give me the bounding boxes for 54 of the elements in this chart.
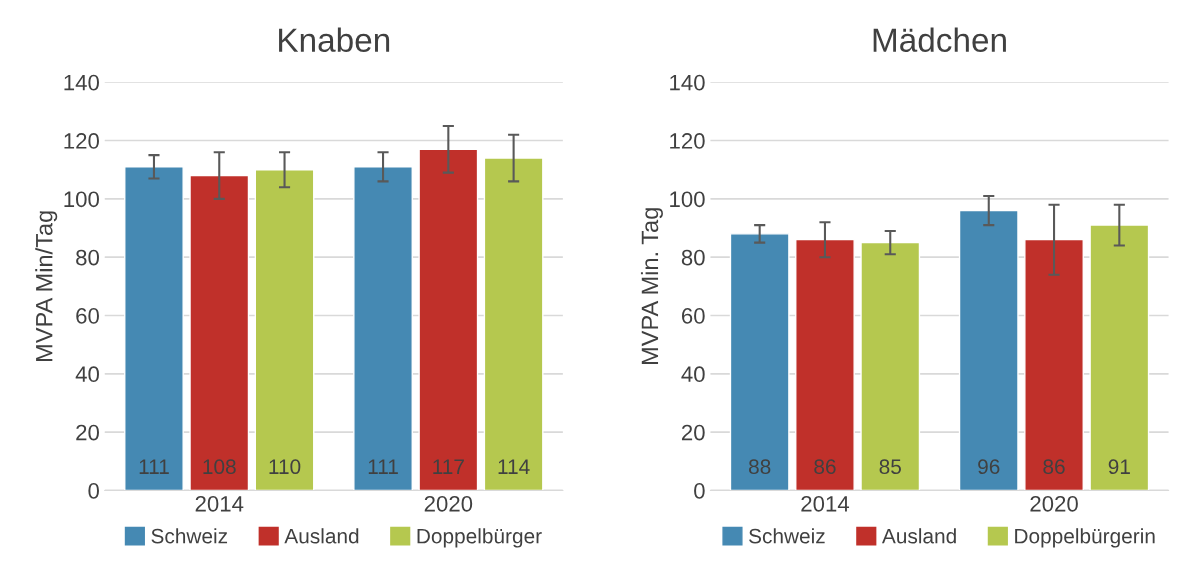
legend-label: Schweiz xyxy=(151,528,228,544)
bar xyxy=(860,241,921,491)
bar xyxy=(418,148,479,491)
y-tick-label: 0 xyxy=(88,482,99,499)
bar xyxy=(1024,238,1084,491)
y-tick-label: 80 xyxy=(681,249,705,266)
y-tick-label: 40 xyxy=(75,366,99,383)
y-tick-label: 120 xyxy=(670,133,705,149)
data-label: 114 xyxy=(498,459,530,474)
x-tick-label: 2014 xyxy=(801,495,850,512)
data-label: 91 xyxy=(1108,459,1130,475)
bar xyxy=(254,169,315,491)
bar xyxy=(1089,224,1150,491)
legend-label: Doppelbürger xyxy=(417,528,542,548)
y-axis-title: MVPA Min/Tag xyxy=(35,211,58,361)
y-tick-label: 100 xyxy=(670,191,705,208)
data-label: 88 xyxy=(749,459,771,475)
bar xyxy=(124,166,184,491)
y-tick-label: 40 xyxy=(681,366,705,383)
data-label: 86 xyxy=(814,459,836,475)
chart-title: Knaben xyxy=(279,27,390,52)
data-label: 110 xyxy=(269,459,301,475)
data-label: 117 xyxy=(433,459,464,474)
legend-label: Ausland xyxy=(284,528,359,544)
bar xyxy=(483,157,544,491)
chart-title: Mädchen xyxy=(873,27,1006,52)
bar xyxy=(795,238,855,491)
data-label: 85 xyxy=(879,459,901,475)
y-tick-label: 140 xyxy=(64,74,99,91)
legend-label: Schweiz xyxy=(749,528,825,544)
legend-label: Doppelbürgerin xyxy=(1015,528,1155,548)
data-label: 96 xyxy=(978,459,1000,475)
bar xyxy=(189,174,250,491)
y-tick-label: 0 xyxy=(694,482,705,499)
legend-label: Ausland xyxy=(881,528,956,544)
data-label: 111 xyxy=(368,459,398,474)
y-tick-label: 60 xyxy=(76,308,99,324)
y-axis-title: MVPA Min. Tag xyxy=(640,208,663,365)
y-tick-label: 60 xyxy=(681,308,705,324)
y-tick-label: 80 xyxy=(76,249,99,266)
x-tick-label: 2020 xyxy=(1030,495,1078,512)
y-tick-label: 20 xyxy=(76,424,99,441)
data-label: 86 xyxy=(1043,459,1065,475)
bar xyxy=(353,166,413,491)
y-tick-label: 100 xyxy=(64,191,99,208)
data-label: 111 xyxy=(139,459,169,474)
data-label: 108 xyxy=(203,459,236,475)
bar xyxy=(958,209,1019,491)
y-tick-label: 20 xyxy=(681,424,705,441)
x-tick-label: 2014 xyxy=(195,495,244,512)
x-tick-label: 2020 xyxy=(424,495,473,512)
bar xyxy=(729,233,790,491)
y-tick-label: 140 xyxy=(670,74,705,91)
y-tick-label: 120 xyxy=(64,133,99,149)
